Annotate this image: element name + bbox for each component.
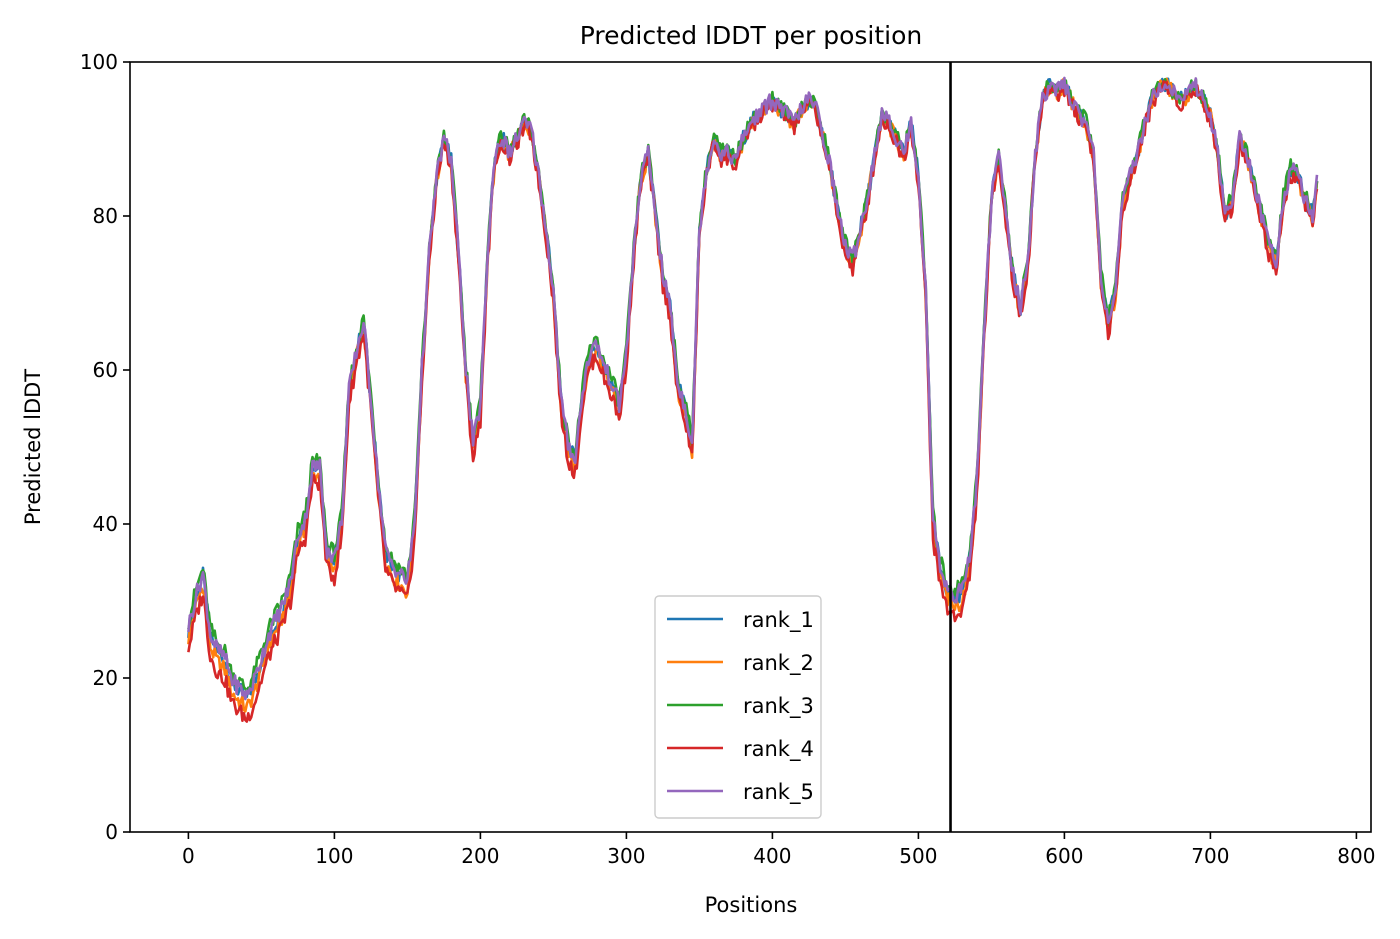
y-tick-label: 80 [93,204,118,228]
x-tick-label: 700 [1191,844,1229,868]
y-tick-label: 100 [80,50,118,74]
x-tick-label: 600 [1045,844,1083,868]
y-tick-label: 20 [93,666,118,690]
y-tick-label: 40 [93,512,118,536]
y-tick-label: 60 [93,358,118,382]
x-tick-label: 200 [461,844,499,868]
x-tick-label: 800 [1337,844,1375,868]
series-line-rank_5 [187,76,1319,701]
x-tick-label: 400 [753,844,791,868]
chart-title: Predicted lDDT per position [580,21,922,50]
legend-box [654,595,822,819]
x-tick-label: 500 [899,844,937,868]
legend: rank_1 rank_2 rank_3 rank_4 rank_5 [654,595,822,819]
plot-frame [129,61,1372,833]
y-tick-label: 0 [105,820,118,844]
x-tick-label: 0 [182,844,195,868]
y-axis-label: Predicted lDDT [21,369,45,525]
x-axis-label: Positions [705,893,798,917]
legend-label-rank_3: rank_3 [743,694,814,719]
legend-label-rank_1: rank_1 [743,608,814,633]
axes: 0 100 200 300 400 500 600 700 800 0 20 40 60 80 100 [80,50,1376,868]
x-tick-label: 300 [607,844,645,868]
legend-label-rank_2: rank_2 [743,651,814,676]
plot-area [187,62,1319,832]
legend-label-rank_5: rank_5 [743,780,814,805]
legend-label-rank_4: rank_4 [743,737,814,762]
x-tick-label: 100 [315,844,353,868]
